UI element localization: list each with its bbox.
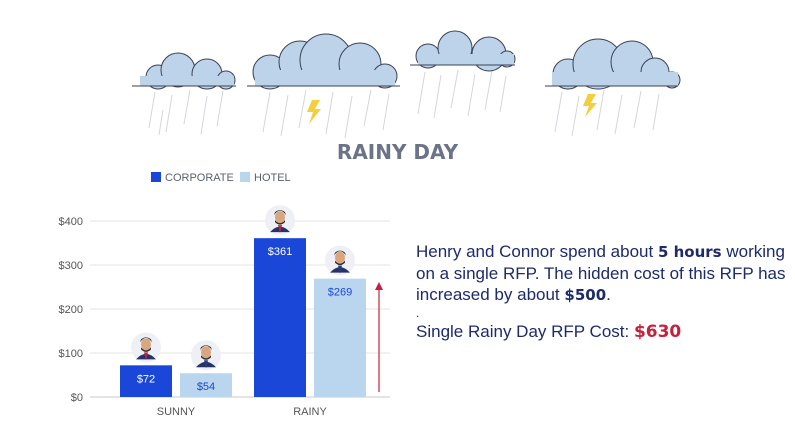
bar-hotel-sunny xyxy=(180,373,232,397)
bar-corporate-sunny xyxy=(120,365,172,397)
description-text: . xyxy=(606,285,611,304)
person-avatar-icon xyxy=(265,205,295,236)
cloud-icon xyxy=(252,33,398,90)
rfp-cost-line: Single Rainy Day RFP Cost: $630 xyxy=(416,322,681,342)
increase-arrow-head xyxy=(375,282,383,290)
legend-swatch xyxy=(240,172,250,182)
rfp-description: Henry and Connor spend about 5 hours wor… xyxy=(416,241,786,320)
x-category-label: SUNNY xyxy=(157,406,196,418)
y-tick-label: $300 xyxy=(59,260,83,272)
rain-streaks xyxy=(148,69,660,139)
cloud-icon xyxy=(552,38,681,90)
y-tick-label: $0 xyxy=(71,392,83,404)
separator-dot: . xyxy=(416,306,420,320)
x-category-label: RAINY xyxy=(293,406,327,418)
lightning-bolt-icon xyxy=(583,94,597,117)
hours-highlight: 5 hours xyxy=(657,243,722,261)
rainy-clouds-illustration xyxy=(132,30,681,139)
y-tick-label: $400 xyxy=(59,216,83,228)
person-avatar-icon xyxy=(131,332,161,363)
cost-value: $630 xyxy=(633,322,682,342)
page-title: RAINY DAY xyxy=(336,140,459,164)
cloud-icon xyxy=(140,52,236,90)
bar-corporate-rainy xyxy=(254,238,306,397)
person-avatar-icon xyxy=(325,245,355,276)
description-text: working on a single RFP. The hidden cost… xyxy=(416,242,786,304)
bar-value-label: $54 xyxy=(197,381,215,393)
y-tick-label: $100 xyxy=(59,348,83,360)
lightning-bolt-icon xyxy=(307,100,321,124)
legend-swatch xyxy=(151,172,161,182)
y-tick-label: $200 xyxy=(59,304,83,316)
cost-label: Single Rainy Day RFP Cost: xyxy=(416,322,634,341)
bar-value-label: $72 xyxy=(137,373,155,385)
rfp-cost-bar-chart: CORPORATE HOTEL $0 $100 $200 $300 $400 $72 $54 SU… xyxy=(59,172,390,418)
bar-value-label: $361 xyxy=(268,246,292,258)
bar-hotel-rainy xyxy=(314,278,366,397)
legend-label: CORPORATE xyxy=(165,172,234,184)
cloud-icon xyxy=(415,30,516,72)
person-avatar-icon xyxy=(191,340,221,371)
increase-highlight: $500 xyxy=(564,286,607,304)
bar-value-label: $269 xyxy=(328,287,352,299)
description-text: Henry and Connor spend about xyxy=(416,242,658,261)
legend-label: HOTEL xyxy=(254,172,291,184)
